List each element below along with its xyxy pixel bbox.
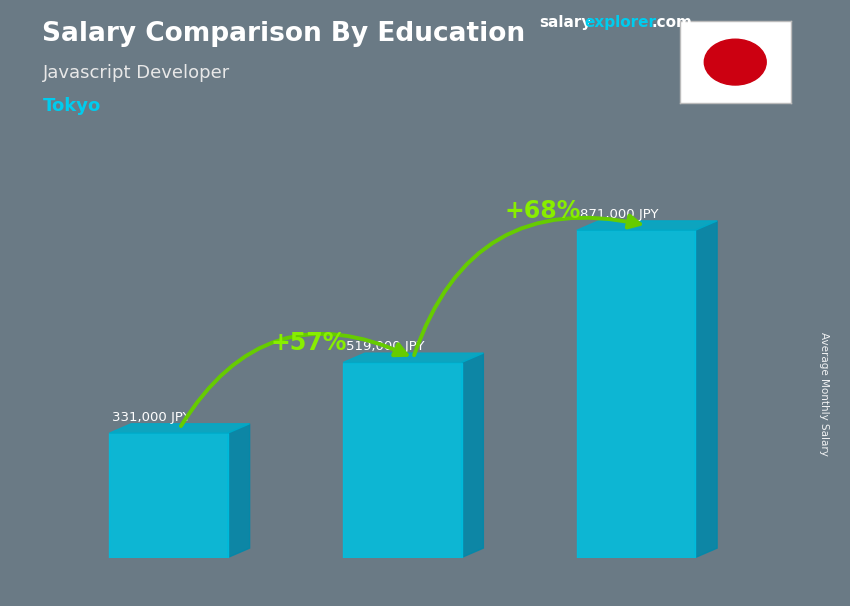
Text: Tokyo: Tokyo [42,97,101,115]
Text: explorer: explorer [584,15,656,30]
Bar [110,433,228,558]
Polygon shape [577,221,717,230]
Text: 871,000 JPY: 871,000 JPY [580,208,659,221]
Text: .com: .com [651,15,692,30]
Polygon shape [695,221,717,558]
Polygon shape [343,353,484,362]
Text: 331,000 JPY: 331,000 JPY [112,411,191,424]
Bar [577,230,695,558]
Text: 519,000 JPY: 519,000 JPY [346,340,425,353]
Text: Average Monthly Salary: Average Monthly Salary [819,332,829,456]
Text: salary: salary [540,15,592,30]
Text: +57%: +57% [270,331,347,355]
Text: +68%: +68% [504,199,581,223]
Polygon shape [462,353,484,558]
Text: Salary Comparison By Education: Salary Comparison By Education [42,21,525,47]
Text: Javascript Developer: Javascript Developer [42,64,230,82]
Polygon shape [110,424,250,433]
Polygon shape [228,424,250,558]
Bar [343,362,462,558]
Circle shape [705,39,766,85]
